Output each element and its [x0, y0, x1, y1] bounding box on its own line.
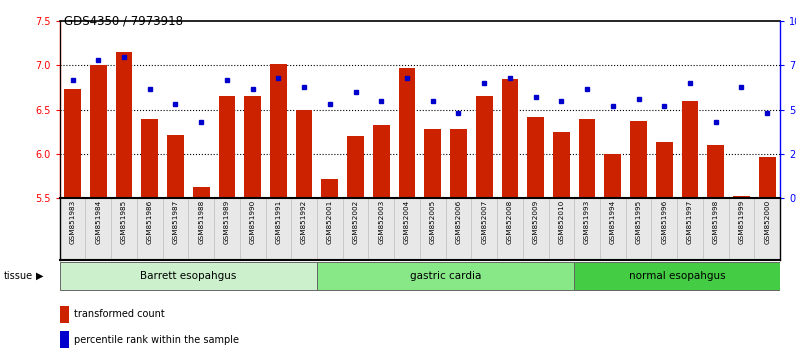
Bar [604, 154, 621, 198]
Text: GSM851995: GSM851995 [635, 200, 642, 244]
Bar [681, 101, 698, 198]
Bar [424, 129, 441, 198]
Text: GSM851997: GSM851997 [687, 200, 693, 244]
Text: tissue: tissue [4, 271, 33, 281]
Text: GSM851993: GSM851993 [584, 200, 590, 244]
Bar [219, 96, 236, 198]
Bar [733, 196, 750, 198]
Bar [553, 132, 570, 198]
Text: GSM851994: GSM851994 [610, 200, 616, 244]
Bar [501, 79, 518, 198]
Text: ▶: ▶ [36, 271, 43, 281]
Bar [296, 110, 313, 198]
Bar [167, 135, 184, 198]
Text: gastric cardia: gastric cardia [410, 271, 482, 281]
Text: GSM852004: GSM852004 [404, 200, 410, 244]
Text: Barrett esopahgus: Barrett esopahgus [140, 271, 236, 281]
FancyBboxPatch shape [574, 262, 780, 290]
Text: GSM851984: GSM851984 [96, 200, 101, 244]
Bar [373, 125, 390, 198]
Bar [527, 117, 544, 198]
Text: GSM852008: GSM852008 [507, 200, 513, 244]
Bar [476, 96, 493, 198]
Bar [322, 179, 338, 198]
Text: GSM851986: GSM851986 [146, 200, 153, 244]
Text: GSM851985: GSM851985 [121, 200, 127, 244]
Bar [347, 136, 364, 198]
Bar [193, 187, 209, 198]
Text: GSM852001: GSM852001 [327, 200, 333, 244]
Text: GSM852007: GSM852007 [482, 200, 487, 244]
Text: GSM851991: GSM851991 [275, 200, 282, 244]
Text: normal esopahgus: normal esopahgus [629, 271, 725, 281]
Text: GDS4350 / 7973918: GDS4350 / 7973918 [64, 14, 182, 27]
Bar [708, 145, 724, 198]
FancyBboxPatch shape [60, 262, 317, 290]
Text: GSM851987: GSM851987 [173, 200, 178, 244]
Bar [60, 306, 68, 323]
Bar [450, 129, 466, 198]
Bar [759, 157, 775, 198]
Text: GSM852010: GSM852010 [558, 200, 564, 244]
Bar [399, 68, 416, 198]
Text: GSM852009: GSM852009 [533, 200, 539, 244]
Text: GSM851996: GSM851996 [661, 200, 667, 244]
Text: GSM851992: GSM851992 [301, 200, 307, 244]
Text: GSM851983: GSM851983 [69, 200, 76, 244]
FancyBboxPatch shape [317, 262, 574, 290]
Bar [656, 143, 673, 198]
Text: GSM852003: GSM852003 [378, 200, 384, 244]
Bar [115, 52, 132, 198]
Bar [142, 119, 158, 198]
Bar [64, 89, 81, 198]
Text: percentile rank within the sample: percentile rank within the sample [74, 335, 239, 345]
Bar [270, 64, 287, 198]
Bar [630, 121, 647, 198]
Text: GSM852000: GSM852000 [764, 200, 771, 244]
Text: GSM851989: GSM851989 [224, 200, 230, 244]
Bar [90, 65, 107, 198]
Bar [579, 119, 595, 198]
Text: GSM851998: GSM851998 [712, 200, 719, 244]
Text: GSM852002: GSM852002 [353, 200, 358, 244]
Bar [60, 331, 68, 348]
Text: GSM851990: GSM851990 [250, 200, 256, 244]
Bar [244, 96, 261, 198]
Text: transformed count: transformed count [74, 309, 165, 319]
Text: GSM852006: GSM852006 [455, 200, 462, 244]
Text: GSM852005: GSM852005 [430, 200, 435, 244]
Text: GSM851988: GSM851988 [198, 200, 205, 244]
Text: GSM851999: GSM851999 [739, 200, 744, 244]
